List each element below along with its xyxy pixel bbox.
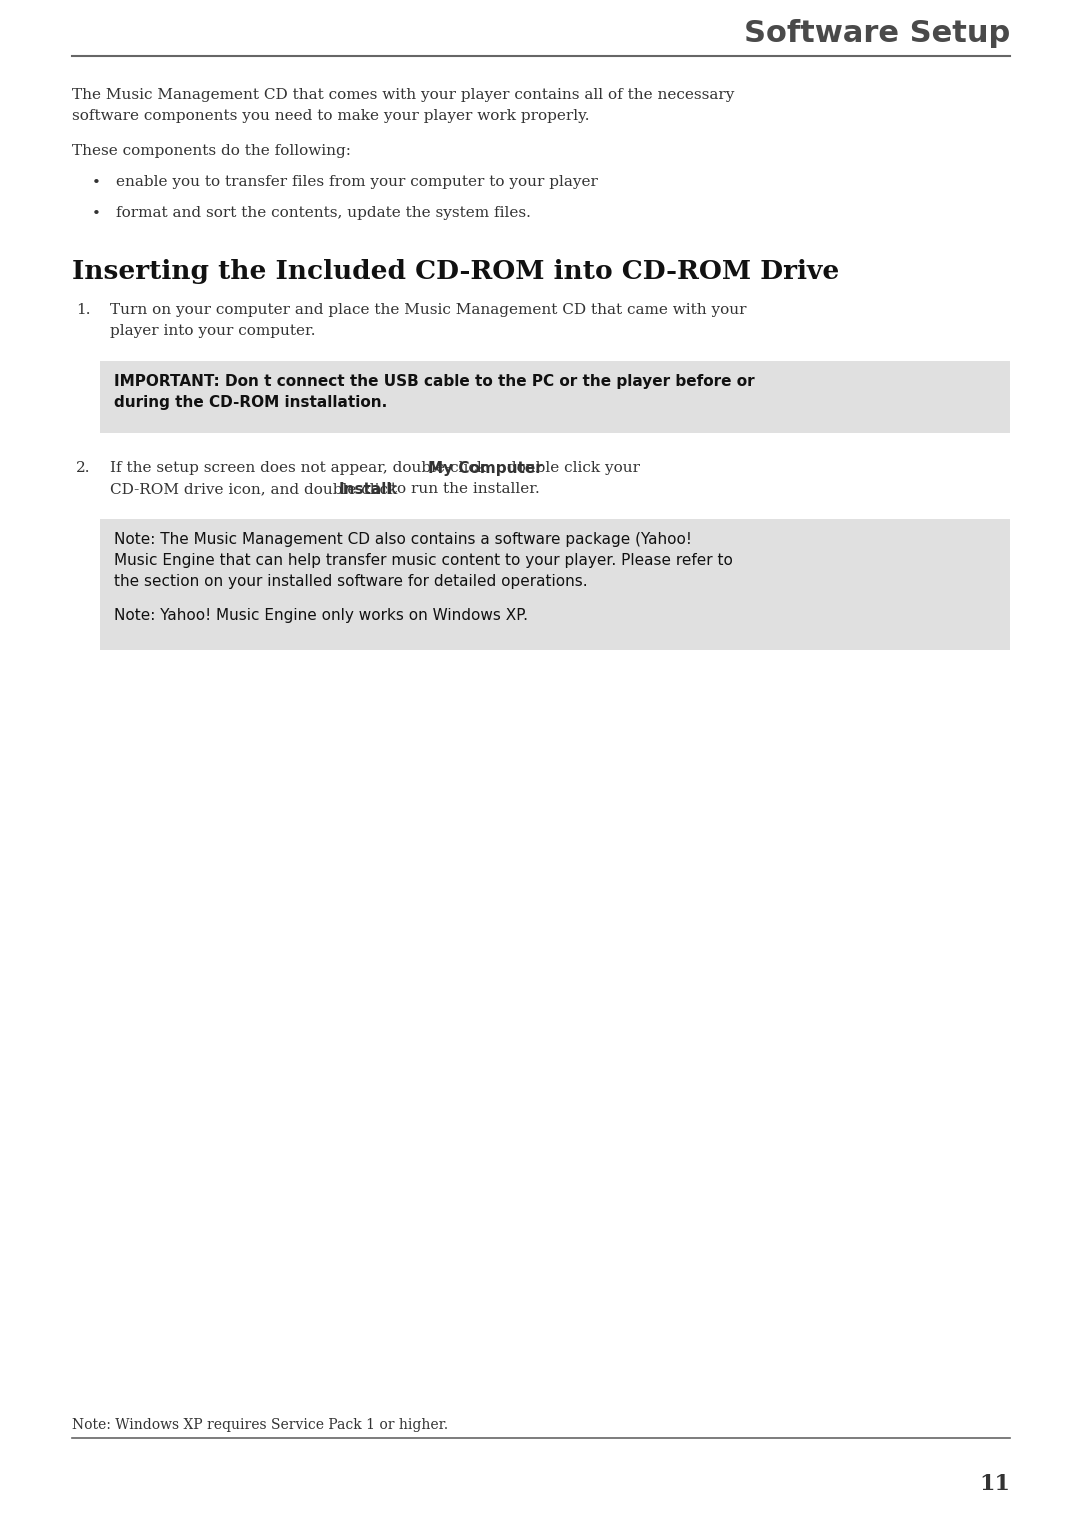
Text: double click your: double click your: [502, 461, 640, 475]
Bar: [100, 518, 1010, 649]
Text: Note: Windows XP requires Service Pack 1 or higher.: Note: Windows XP requires Service Pack 1…: [72, 1417, 448, 1433]
Text: If the setup screen does not appear, double-click: If the setup screen does not appear, dou…: [110, 461, 491, 475]
Text: Software Setup: Software Setup: [744, 20, 1010, 49]
Text: Note: The Music Management CD also contains a software package (Yahoo!: Note: The Music Management CD also conta…: [114, 532, 692, 547]
Text: 1.: 1.: [76, 303, 91, 317]
Text: These components do the following:: These components do the following:: [72, 144, 351, 158]
Text: enable you to transfer files from your computer to your player: enable you to transfer files from your c…: [116, 174, 598, 190]
Bar: [100, 361, 1010, 434]
Text: software components you need to make your player work properly.: software components you need to make you…: [72, 109, 590, 123]
Text: the section on your installed software for detailed operations.: the section on your installed software f…: [114, 575, 588, 590]
Text: Turn on your computer and place the Music Management CD that came with your: Turn on your computer and place the Musi…: [110, 303, 746, 317]
Text: The Music Management CD that comes with your player contains all of the necessar: The Music Management CD that comes with …: [72, 88, 734, 102]
Text: 2.: 2.: [76, 461, 91, 475]
Text: CD-ROM drive icon, and double click: CD-ROM drive icon, and double click: [110, 482, 402, 496]
Text: •: •: [92, 176, 100, 190]
Text: Install: Install: [339, 482, 392, 497]
Text: 11: 11: [978, 1474, 1010, 1495]
Text: My Computer: My Computer: [428, 461, 542, 476]
Text: to run the installer.: to run the installer.: [387, 482, 540, 496]
Text: Music Engine that can help transfer music content to your player. Please refer t: Music Engine that can help transfer musi…: [114, 553, 733, 568]
Text: during the CD-ROM installation.: during the CD-ROM installation.: [114, 396, 388, 409]
Text: player into your computer.: player into your computer.: [110, 324, 315, 338]
Text: Inserting the Included CD-ROM into CD-ROM Drive: Inserting the Included CD-ROM into CD-RO…: [72, 259, 839, 283]
Text: IMPORTANT: Don t connect the USB cable to the PC or the player before or: IMPORTANT: Don t connect the USB cable t…: [114, 374, 755, 390]
Text: format and sort the contents, update the system files.: format and sort the contents, update the…: [116, 206, 531, 220]
Text: Note: Yahoo! Music Engine only works on Windows XP.: Note: Yahoo! Music Engine only works on …: [114, 608, 528, 623]
Text: •: •: [92, 208, 100, 221]
